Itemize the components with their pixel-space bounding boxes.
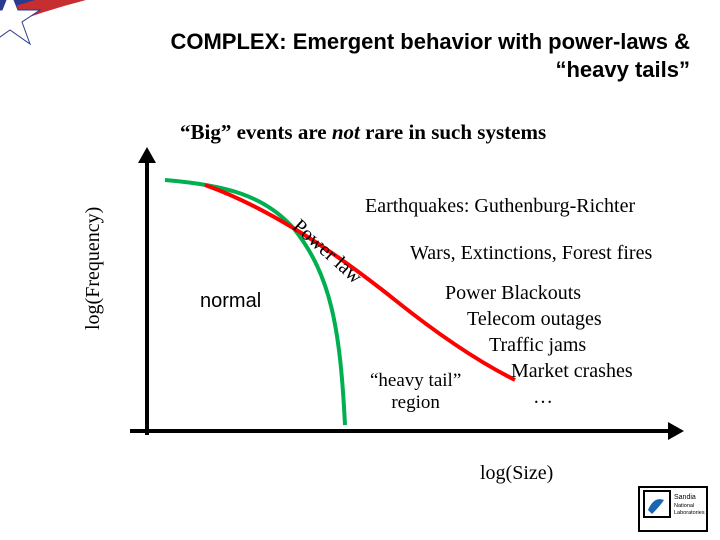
subtitle-suffix: rare in such systems (360, 120, 546, 144)
heavy-tail-line2: region (391, 392, 440, 413)
sandia-logo: Sandia National Laboratories (638, 486, 708, 532)
normal-label: normal (200, 290, 261, 313)
x-axis-label: log(Size) (480, 462, 553, 485)
examples-list: Power Blackouts Telecom outages Traffic … (445, 280, 633, 410)
subtitle: “Big” events are not rare in such system… (180, 120, 700, 145)
subtitle-prefix: “Big” events are (180, 120, 332, 144)
list-item: … (533, 384, 633, 410)
slide-title: COMPLEX: Emergent behavior with power-la… (120, 28, 690, 83)
wars-label: Wars, Extinctions, Forest fires (410, 242, 652, 265)
svg-text:Sandia: Sandia (674, 494, 696, 501)
subtitle-not: not (332, 120, 360, 144)
svg-text:Laboratories: Laboratories (674, 510, 705, 516)
x-axis-arrow (668, 422, 684, 440)
x-axis (130, 429, 670, 433)
title-line-2: “heavy tails” (555, 57, 690, 82)
list-item: Power Blackouts (445, 280, 633, 306)
list-item: Traffic jams (489, 332, 633, 358)
title-line-1: COMPLEX: Emergent behavior with power-la… (170, 29, 690, 54)
list-item: Telecom outages (467, 306, 633, 332)
svg-text:National: National (674, 503, 694, 509)
y-axis-label: log(Frequency) (82, 207, 105, 330)
earthquakes-label: Earthquakes: Guthenburg-Richter (365, 195, 635, 218)
slide: COMPLEX: Emergent behavior with power-la… (0, 0, 720, 540)
list-item: Market crashes (511, 358, 633, 384)
